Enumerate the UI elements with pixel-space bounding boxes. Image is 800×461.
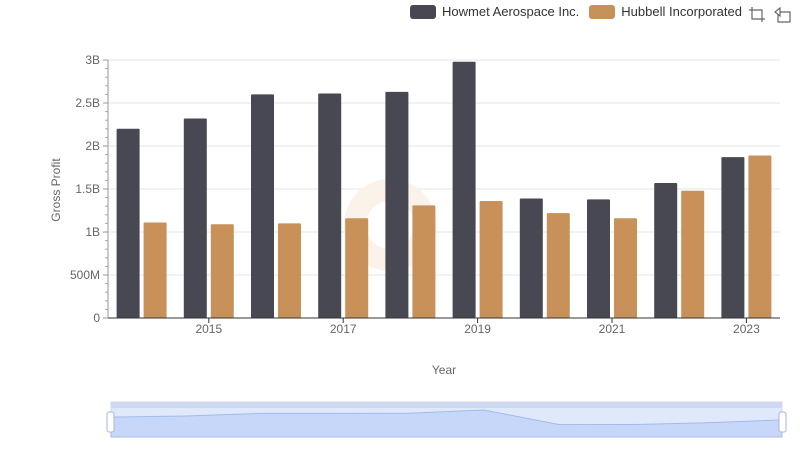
bar-hubbell-2018[interactable] bbox=[412, 205, 436, 318]
bar-hubbell-2022[interactable] bbox=[681, 190, 705, 318]
axes: 0 500M 1B 1.5B 2B 2.5B 3B 2015 2017 2019 2021 2023 bbox=[70, 53, 780, 336]
bar-hubbell-2016[interactable] bbox=[278, 223, 301, 318]
y-tick-label: 1.5B bbox=[75, 182, 100, 196]
bar-hubbell-2020[interactable] bbox=[546, 213, 570, 318]
y-tick-label: 500M bbox=[70, 268, 100, 282]
y-tick-label: 3B bbox=[85, 53, 100, 67]
legend-label-howmet: Howmet Aerospace Inc. bbox=[442, 4, 580, 19]
zoom-handle-left[interactable] bbox=[106, 411, 115, 433]
chart-toolbar bbox=[748, 6, 792, 24]
bar-hubbell-2021[interactable] bbox=[614, 218, 637, 318]
bar-howmet-2023[interactable] bbox=[721, 157, 745, 318]
x-tick-label: 2019 bbox=[464, 322, 491, 336]
bar-howmet-2020[interactable] bbox=[519, 198, 543, 318]
chart-legend: Howmet Aerospace Inc. Hubbell Incorporat… bbox=[410, 4, 742, 19]
restore-icon[interactable] bbox=[774, 6, 792, 24]
bar-hubbell-2014[interactable] bbox=[143, 222, 167, 318]
bar-hubbell-2019[interactable] bbox=[479, 201, 503, 318]
crop-zoom-icon[interactable] bbox=[748, 6, 766, 24]
x-tick-label: 2021 bbox=[599, 322, 626, 336]
bar-hubbell-2023[interactable] bbox=[748, 155, 772, 318]
legend-label-hubbell: Hubbell Incorporated bbox=[621, 4, 742, 19]
x-axis-title: Year bbox=[432, 363, 456, 377]
y-tick-label: 0 bbox=[93, 311, 100, 325]
bars bbox=[116, 61, 772, 319]
zoom-top-bar[interactable] bbox=[111, 402, 782, 408]
data-zoom-slider[interactable] bbox=[106, 401, 787, 438]
y-tick-label: 1B bbox=[85, 225, 100, 239]
bar-howmet-2021[interactable] bbox=[587, 199, 610, 318]
legend-item-howmet[interactable]: Howmet Aerospace Inc. bbox=[410, 4, 579, 19]
x-tick-label: 2015 bbox=[195, 322, 222, 336]
legend-swatch-hubbell bbox=[589, 4, 616, 19]
x-tick-label: 2023 bbox=[733, 322, 760, 336]
bar-howmet-2022[interactable] bbox=[654, 182, 678, 318]
legend-swatch-howmet bbox=[410, 4, 436, 19]
bar-howmet-2019[interactable] bbox=[452, 61, 476, 318]
x-tick-label: 2017 bbox=[330, 322, 357, 336]
legend-item-hubbell[interactable]: Hubbell Incorporated bbox=[589, 4, 742, 19]
y-axis-title: Gross Profit bbox=[49, 158, 63, 222]
bar-hubbell-2015[interactable] bbox=[210, 224, 234, 318]
bar-howmet-2018[interactable] bbox=[385, 91, 409, 318]
bar-howmet-2017[interactable] bbox=[318, 93, 342, 318]
zoom-handle-right[interactable] bbox=[778, 411, 787, 433]
grid-lines bbox=[108, 59, 780, 319]
bar-howmet-2016[interactable] bbox=[251, 94, 274, 319]
y-tick-label: 2.5B bbox=[75, 96, 100, 110]
bar-howmet-2014[interactable] bbox=[116, 128, 140, 318]
bar-howmet-2015[interactable] bbox=[183, 118, 207, 318]
y-tick-label: 2B bbox=[85, 139, 100, 153]
bar-hubbell-2017[interactable] bbox=[345, 218, 369, 318]
